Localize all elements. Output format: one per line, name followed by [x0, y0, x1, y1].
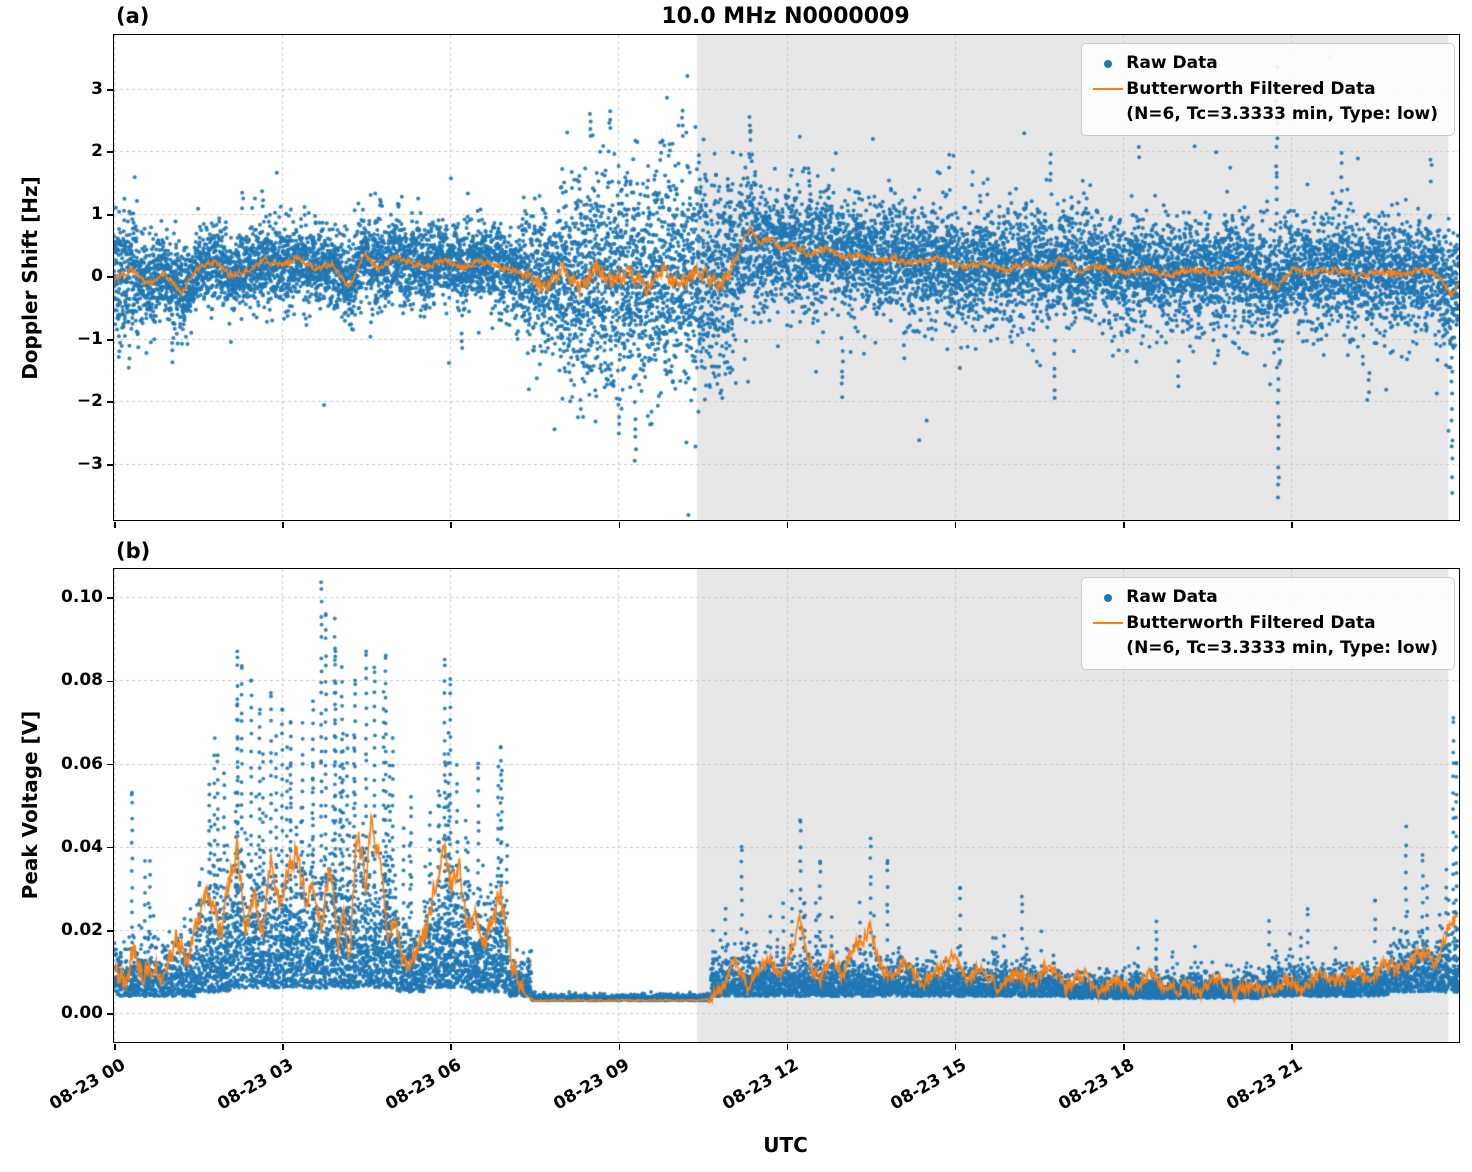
legend-raw-label: Raw Data: [1126, 53, 1218, 73]
panel-b-label: (b): [116, 539, 151, 563]
raw-data-marker-wrap: [1090, 593, 1126, 602]
x-tick-mark: [282, 1044, 284, 1050]
x-tick-mark: [1122, 522, 1125, 528]
y-tick-mark: [107, 463, 113, 466]
y-tick-label: 3: [91, 78, 103, 99]
legend-raw-label: Raw Data: [1126, 587, 1218, 607]
x-axis-label: UTC: [763, 1133, 808, 1157]
filtered-data-marker-wrap: [1090, 622, 1126, 625]
x-tick-mark: [114, 1044, 116, 1050]
y-tick-mark: [107, 213, 113, 216]
y-tick-label: −3: [76, 453, 103, 474]
y-tick-mark: [107, 680, 113, 683]
filtered-data-line-icon: [1093, 88, 1124, 91]
x-tick-label: 08-23 03: [214, 1055, 298, 1115]
legend-filtered-label: Butterworth Filtered Data: [1126, 612, 1376, 633]
x-tick-label: 08-23 09: [550, 1055, 634, 1115]
legend-raw-row: Raw Data: [1090, 51, 1438, 77]
y-tick-mark: [107, 151, 113, 154]
y-tick-label: 0.08: [61, 670, 103, 691]
chart-title: 10.0 MHz N0000009: [661, 4, 910, 29]
y-tick-label: 2: [91, 141, 103, 162]
x-tick-label: 08-23 12: [718, 1055, 802, 1115]
legend-voltage: Raw Data Butterworth Filtered Data (N=6,…: [1081, 577, 1455, 670]
legend-filtered-label: Butterworth Filtered Data: [1126, 78, 1376, 99]
y-tick-mark: [107, 846, 113, 849]
raw-data-marker-wrap: [1090, 59, 1126, 68]
x-tick-mark: [450, 1044, 453, 1050]
legend-doppler: Raw Data Butterworth Filtered Data (N=6,…: [1081, 43, 1455, 136]
y-tick-mark: [107, 401, 113, 404]
y-tick-label: 0.10: [61, 587, 103, 608]
x-tick-mark: [786, 522, 789, 528]
y-axis-label-voltage: Peak Voltage [V]: [18, 710, 42, 900]
y-tick-label: 0.02: [61, 919, 103, 940]
x-tick-mark: [282, 522, 284, 528]
y-tick-label: 1: [91, 203, 103, 224]
x-tick-label: 08-23 00: [46, 1055, 129, 1115]
y-tick-label: 0.00: [61, 1002, 103, 1023]
x-tick-mark: [954, 1044, 957, 1050]
raw-data-dot-icon: [1104, 59, 1113, 68]
y-tick-mark: [107, 1013, 113, 1015]
y-tick-mark: [107, 597, 113, 600]
x-tick-mark: [786, 1044, 789, 1050]
x-tick-mark: [450, 522, 453, 528]
y-tick-label: −1: [76, 328, 103, 349]
y-tick-mark: [107, 929, 113, 932]
x-tick-mark: [1122, 1044, 1125, 1050]
y-tick-label: −2: [76, 391, 103, 412]
raw-data-dot-icon: [1104, 593, 1113, 602]
x-tick-mark: [618, 1044, 621, 1050]
y-tick-mark: [107, 88, 113, 91]
panel-a-label: (a): [116, 4, 150, 28]
legend-filtered-sublabel: (N=6, Tc=3.3333 min, Type: low): [1126, 104, 1438, 124]
y-tick-mark: [107, 276, 113, 279]
filtered-data-line-icon: [1093, 622, 1124, 625]
x-tick-label: 08-23 21: [1223, 1055, 1306, 1115]
x-tick-label: 08-23 15: [886, 1055, 970, 1115]
x-tick-mark: [1291, 1044, 1293, 1050]
y-tick-label: 0: [91, 266, 103, 287]
x-tick-label: 08-23 06: [382, 1055, 466, 1115]
x-tick-label: 08-23 18: [1055, 1055, 1138, 1115]
filtered-data-marker-wrap: [1090, 88, 1126, 91]
legend-filtered-sublabel: (N=6, Tc=3.3333 min, Type: low): [1126, 638, 1438, 658]
y-tick-label: 0.06: [61, 753, 103, 774]
x-tick-mark: [114, 522, 116, 528]
legend-filtered-row: Butterworth Filtered Data: [1090, 77, 1438, 103]
legend-raw-row: Raw Data: [1090, 585, 1438, 611]
y-tick-mark: [107, 763, 113, 766]
y-tick-mark: [107, 338, 113, 341]
x-tick-mark: [618, 522, 621, 528]
y-tick-label: 0.04: [61, 836, 103, 857]
x-tick-mark: [954, 522, 957, 528]
legend-filtered-row: Butterworth Filtered Data: [1090, 611, 1438, 637]
x-tick-mark: [1291, 522, 1293, 528]
